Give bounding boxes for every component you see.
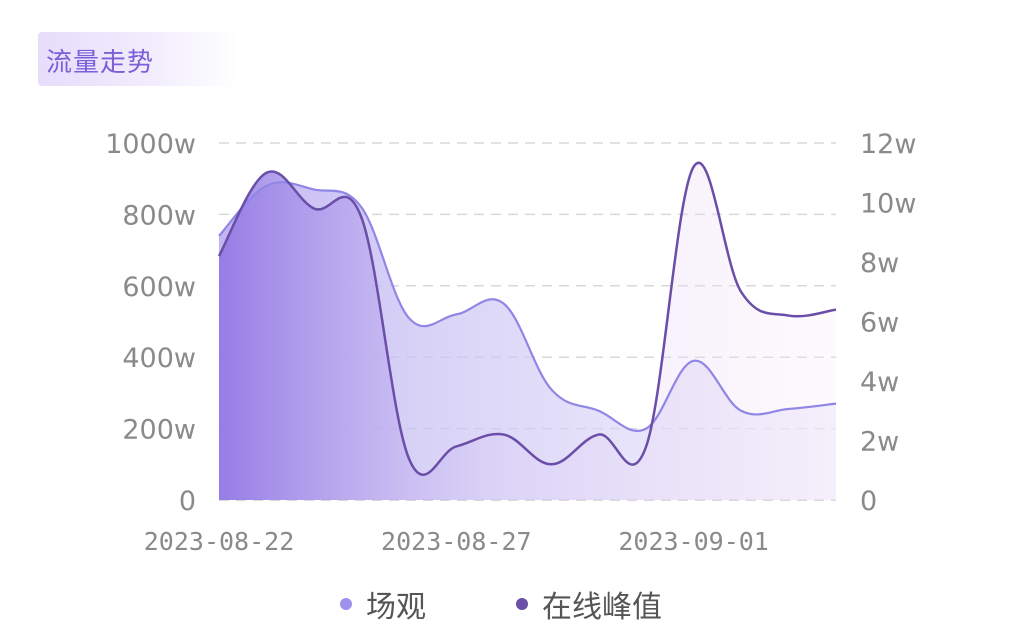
data-point[interactable] bbox=[455, 313, 458, 316]
legend-dot-views bbox=[340, 598, 352, 610]
axis-ticks: 0 200w 400w 600w 800w 1000w 0 2w 4w 6w 8w 10w 12w 202… bbox=[105, 129, 916, 556]
legend-dot-peak bbox=[516, 598, 528, 610]
data-point[interactable] bbox=[692, 359, 695, 362]
data-point[interactable] bbox=[597, 433, 600, 436]
data-point[interactable] bbox=[645, 427, 648, 430]
data-point[interactable] bbox=[835, 308, 838, 311]
legend-label-peak: 在线峰值 bbox=[542, 590, 662, 625]
data-point[interactable] bbox=[692, 165, 695, 168]
data-point[interactable] bbox=[835, 402, 838, 405]
data-point[interactable] bbox=[360, 216, 363, 219]
legend-label-views: 场观 bbox=[366, 590, 426, 625]
data-point[interactable] bbox=[550, 463, 553, 466]
y-right-tick-label: 10w bbox=[860, 189, 916, 220]
y-right-tick-label: 12w bbox=[860, 129, 916, 160]
series-lines bbox=[217, 161, 838, 476]
y-right-tick-label: 0 bbox=[860, 486, 877, 517]
y-right-tick-label: 4w bbox=[860, 367, 899, 398]
y-left-tick-label: 800w bbox=[122, 200, 196, 231]
y-left-tick-label: 0 bbox=[179, 486, 196, 517]
y-left-tick-label: 400w bbox=[122, 343, 196, 374]
y-right-tick-label: 6w bbox=[860, 308, 899, 339]
data-point[interactable] bbox=[312, 188, 315, 191]
x-tick-label: 2023-08-27 bbox=[381, 527, 532, 556]
legend: 场观 在线峰值 bbox=[340, 582, 662, 626]
data-point[interactable] bbox=[502, 433, 505, 436]
y-left-tick-label: 1000w bbox=[105, 129, 196, 160]
data-point[interactable] bbox=[740, 290, 743, 293]
data-point[interactable] bbox=[740, 409, 743, 412]
data-point[interactable] bbox=[787, 407, 790, 410]
series-line-0 bbox=[218, 181, 837, 432]
traffic-trend-chart: 0 200w 400w 600w 800w 1000w 0 2w 4w 6w 8w 10w 12w 202… bbox=[105, 129, 916, 556]
series-line-1 bbox=[217, 161, 837, 476]
data-point[interactable] bbox=[360, 206, 363, 209]
data-point[interactable] bbox=[265, 184, 268, 187]
data-point[interactable] bbox=[502, 302, 505, 305]
data-point[interactable] bbox=[312, 207, 315, 210]
data-point[interactable] bbox=[645, 445, 648, 448]
data-point[interactable] bbox=[597, 409, 600, 412]
series-area-1 bbox=[219, 162, 836, 501]
legend-item-views[interactable]: 场观 bbox=[340, 582, 426, 626]
y-left-tick-label: 200w bbox=[122, 415, 196, 446]
data-point[interactable] bbox=[218, 234, 221, 237]
data-point[interactable] bbox=[550, 388, 553, 391]
data-point[interactable] bbox=[787, 314, 790, 317]
legend-item-peak[interactable]: 在线峰值 bbox=[516, 582, 662, 626]
data-point[interactable] bbox=[265, 171, 268, 174]
title-background bbox=[38, 32, 238, 86]
data-point[interactable] bbox=[455, 445, 458, 448]
y-right-tick-label: 8w bbox=[860, 248, 899, 279]
x-tick-label: 2023-08-22 bbox=[144, 527, 295, 556]
data-point[interactable] bbox=[218, 255, 221, 258]
y-right-tick-label: 2w bbox=[860, 427, 899, 458]
y-left-tick-label: 600w bbox=[122, 272, 196, 303]
data-point[interactable] bbox=[407, 316, 410, 319]
x-tick-label: 2023-09-01 bbox=[618, 527, 769, 556]
data-point[interactable] bbox=[407, 457, 410, 460]
page-title: 流量走势 bbox=[46, 48, 155, 78]
